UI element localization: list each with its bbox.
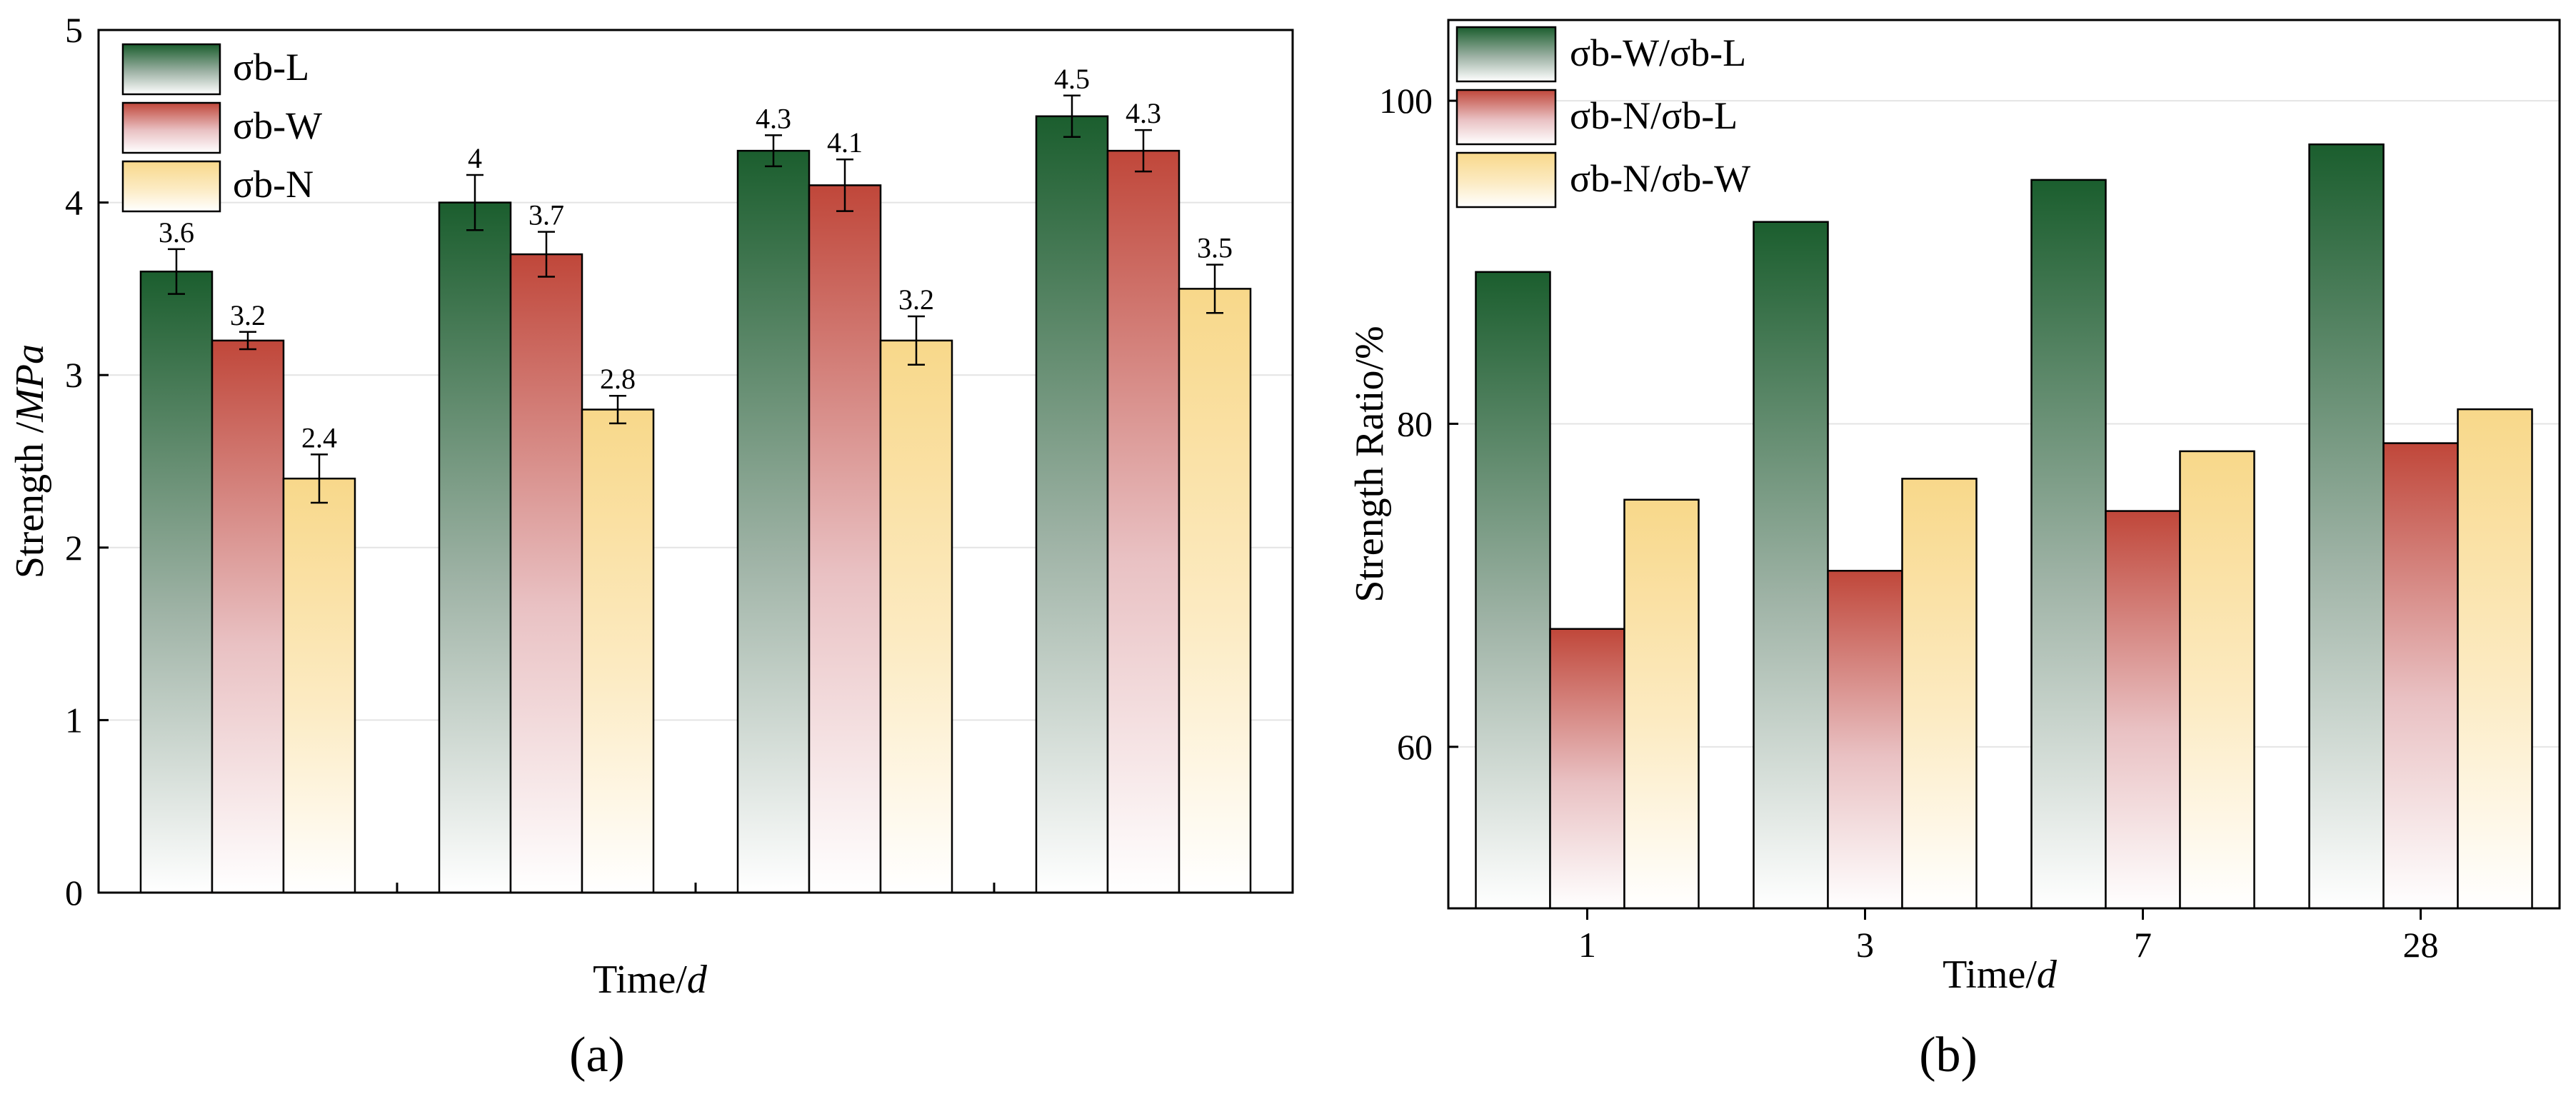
x-tick-label: 28 <box>2403 925 2439 965</box>
bar-σb-W/σb-L <box>2030 179 2107 910</box>
chart-a-y-axis-title-unit: MPa <box>8 344 52 423</box>
panel-label-b: (b) <box>1919 1028 1978 1083</box>
legend-label: σb-W <box>233 104 322 147</box>
bar-σb-N <box>879 339 953 894</box>
chart-a-x-axis-title-plain: Time/ <box>593 958 687 1002</box>
bar-σb-N/σb-L <box>2105 510 2181 910</box>
data-label: 4.3 <box>1126 97 1161 129</box>
x-tick-label: 3 <box>1856 925 1874 965</box>
data-label: 3.2 <box>230 299 266 331</box>
y-tick-label: 0 <box>65 873 83 913</box>
legend-swatch <box>1455 89 1557 146</box>
y-tick-label: 1 <box>65 700 83 740</box>
bar-σb-N/σb-W <box>1623 498 1700 910</box>
chart-b-x-axis-title-unit: d <box>2037 953 2058 997</box>
bar-σb-W <box>211 339 285 894</box>
bar-σb-N/σb-L <box>1549 628 1625 910</box>
bar-σb-N <box>581 408 655 894</box>
bar-σb-N/σb-W <box>2179 450 2255 910</box>
data-label: 3.5 <box>1197 232 1233 264</box>
chart-a-error-bars <box>168 94 1223 504</box>
bar-σb-N <box>282 477 356 894</box>
chart-a-data-labels: 3.6 4 4.3 4.5 3.2 3.7 4.1 4.3 2.4 2.8 3.2 3.5 <box>159 63 1233 454</box>
chart-b-x-axis-title-plain: Time/ <box>1943 953 2037 997</box>
bar-σb-L <box>438 201 512 894</box>
data-label: 4.1 <box>827 126 863 159</box>
bar-σb-L <box>139 270 214 894</box>
chart-a-x-axis-title-unit: d <box>687 958 708 1002</box>
data-label: 3.7 <box>528 199 564 231</box>
y-tick-label: 60 <box>1397 727 1433 767</box>
data-label: 3.2 <box>898 283 934 316</box>
chart-b-y-axis: 60 80 100 <box>1379 81 1458 767</box>
data-label: 4.3 <box>756 102 791 134</box>
legend-swatch <box>1455 26 1557 83</box>
bar-σb-N <box>1178 288 1252 894</box>
chart-b-plot-frame <box>1447 19 2561 910</box>
bar-σb-N/σb-W <box>2457 408 2533 910</box>
legend-swatch <box>121 101 221 154</box>
bar-σb-W <box>1106 149 1181 894</box>
panel-label-a: (a) <box>569 1028 625 1083</box>
legend-label: σb-N/σb-L <box>1570 94 1738 137</box>
data-label: 4 <box>468 142 482 174</box>
y-tick-label: 2 <box>65 528 83 568</box>
y-tick-label: 4 <box>65 183 83 223</box>
legend-swatch <box>121 43 221 96</box>
data-label: 4.5 <box>1054 63 1090 95</box>
bar-σb-N/σb-L <box>1827 570 1903 910</box>
legend-label: σb-W/σb-L <box>1570 31 1746 74</box>
bar-σb-W/σb-L <box>1753 221 1829 910</box>
chart-a-x-axis <box>396 883 996 893</box>
legend-label: σb-N <box>233 163 314 206</box>
chart-b-bars <box>1475 143 2533 910</box>
x-tick-label: 7 <box>2134 925 2152 965</box>
legend-swatch <box>121 160 221 213</box>
legend-swatch <box>1455 151 1557 209</box>
chart-b-y-axis-title: Strength Ratio/% <box>1348 326 1392 602</box>
chart-a-y-axis-title-plain: Strength / <box>8 421 52 578</box>
bar-σb-W <box>509 253 583 894</box>
y-tick-label: 80 <box>1397 403 1433 443</box>
chart-a-legend: σb-L σb-W σb-N <box>121 43 322 213</box>
legend-label: σb-L <box>233 46 309 89</box>
bar-σb-N/σb-L <box>2382 442 2459 910</box>
chart-b: 60 80 100 1 3 7 28 σb-W/σb-L σb-N/σb-L σb-N/σb-… <box>1348 19 2561 1083</box>
chart-a-y-axis: 0 1 2 3 4 5 <box>65 10 109 913</box>
y-tick-label: 3 <box>65 355 83 395</box>
y-tick-label: 5 <box>65 10 83 50</box>
bar-σb-L <box>736 149 811 894</box>
chart-a-x-axis-title: Time/d <box>593 958 708 1002</box>
x-tick-label: 1 <box>1578 925 1596 965</box>
chart-b-x-axis-title: Time/d <box>1943 953 2058 997</box>
chart-b-x-axis: 1 3 7 28 <box>1578 908 2439 965</box>
data-label: 2.8 <box>600 363 636 395</box>
chart-b-legend: σb-W/σb-L σb-N/σb-L σb-N/σb-W <box>1455 26 1750 209</box>
chart-a-bars <box>139 115 1252 894</box>
chart-a: 3.6 4 4.3 4.5 3.2 3.7 4.1 4.3 2.4 2.8 3.2 3.5 0 1 2 3 4… <box>8 10 1294 1083</box>
data-label: 3.6 <box>159 216 194 249</box>
data-label: 2.4 <box>301 421 337 453</box>
bar-σb-L <box>1035 115 1109 894</box>
bar-σb-W <box>808 184 882 894</box>
legend-label: σb-N/σb-W <box>1570 157 1750 200</box>
bar-σb-N/σb-W <box>1901 478 1978 910</box>
bar-σb-W/σb-L <box>1475 271 1551 910</box>
chart-a-y-axis-title: Strength /MPa <box>8 344 52 578</box>
bar-σb-W/σb-L <box>2308 143 2385 910</box>
y-tick-label: 100 <box>1379 81 1433 121</box>
